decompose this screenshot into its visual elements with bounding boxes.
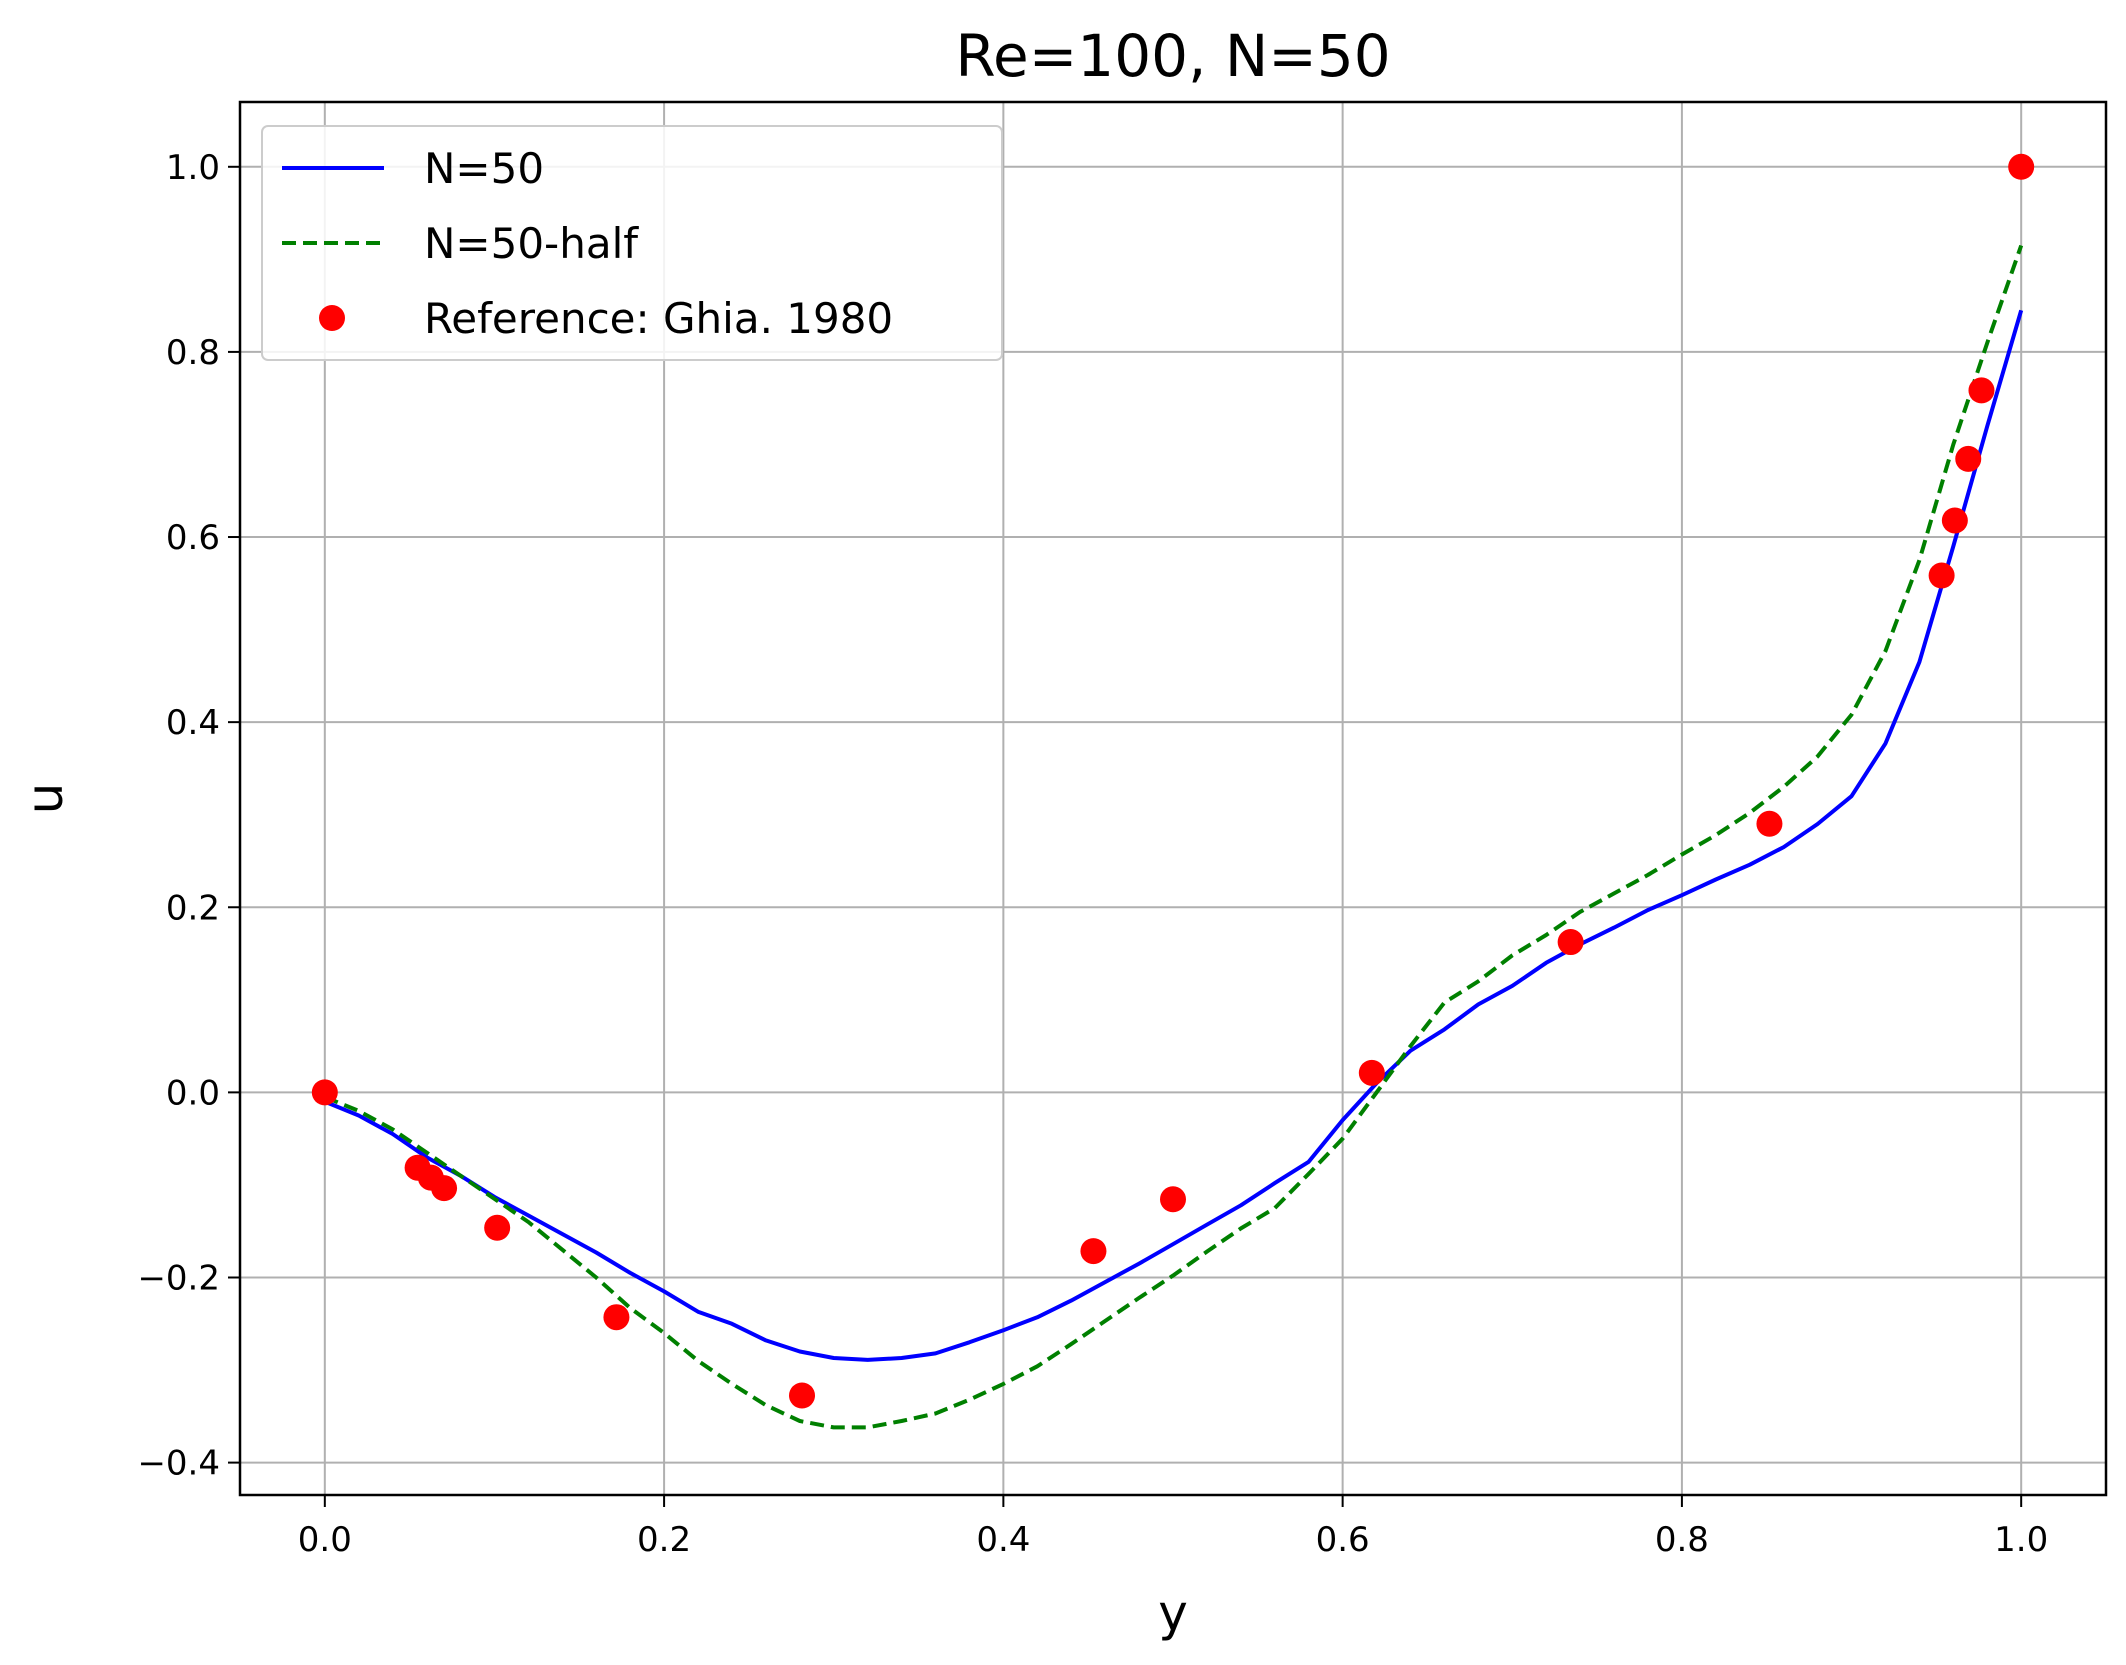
reference-point xyxy=(1557,929,1584,956)
x-tick-label: 0.8 xyxy=(1655,1520,1709,1560)
series-layer xyxy=(311,153,2035,1430)
y-tick-label: −0.4 xyxy=(137,1444,220,1484)
reference-point xyxy=(1160,1186,1186,1213)
legend-marker xyxy=(319,305,345,331)
legend: N=50 N=50-half Reference: Ghia. 1980 xyxy=(261,125,1003,361)
reference-point xyxy=(1955,445,1982,472)
reference-point xyxy=(311,1079,338,1106)
x-tick-label: 1.0 xyxy=(1994,1520,2048,1560)
reference-point xyxy=(1358,1059,1385,1086)
y-tick-label: 0.6 xyxy=(166,518,220,558)
x-tick-label: 0.4 xyxy=(976,1520,1030,1560)
reference-point xyxy=(1968,377,1995,404)
chart-title: Re=100, N=50 xyxy=(955,22,1390,90)
series-line-n50 xyxy=(324,309,2024,1362)
x-tick-label: 0.2 xyxy=(637,1520,691,1560)
reference-point xyxy=(1080,1238,1107,1265)
x-tick-label: 0.6 xyxy=(1316,1520,1370,1560)
ticks: 0.0 0.2 0.4 0.6 0.8 1.0 −0.4 −0.2 0.0 0.2 0.4 0.6 0.… xyxy=(137,148,2048,1560)
reference-point xyxy=(603,1304,630,1331)
legend-label: N=50 xyxy=(424,144,544,193)
grid xyxy=(240,102,2106,1495)
reference-point xyxy=(484,1214,511,1241)
series-reference-points xyxy=(311,153,2035,1409)
reference-point xyxy=(1941,507,1968,534)
legend-box xyxy=(261,125,1003,361)
y-tick-label: 1.0 xyxy=(166,148,220,188)
x-tick-label: 0.0 xyxy=(298,1520,352,1560)
series-line-n50-half xyxy=(324,244,2024,1430)
y-tick-label: 0.8 xyxy=(166,333,220,373)
reference-point xyxy=(1928,562,1955,589)
y-tick-label: −0.2 xyxy=(137,1258,220,1298)
y-tick-label: 0.0 xyxy=(166,1073,220,1113)
reference-point xyxy=(2008,153,2035,180)
reference-point xyxy=(1756,810,1783,837)
plot-frame xyxy=(238,100,2108,1497)
y-tick-label: 0.2 xyxy=(166,888,220,928)
y-axis-label: u xyxy=(16,783,74,815)
reference-point xyxy=(789,1382,816,1409)
legend-label: Reference: Ghia. 1980 xyxy=(424,294,893,343)
x-axis-label: y xyxy=(1158,1584,1188,1642)
reference-point xyxy=(431,1175,458,1202)
legend-label: N=50-half xyxy=(424,219,639,268)
y-tick-label: 0.4 xyxy=(166,703,220,743)
